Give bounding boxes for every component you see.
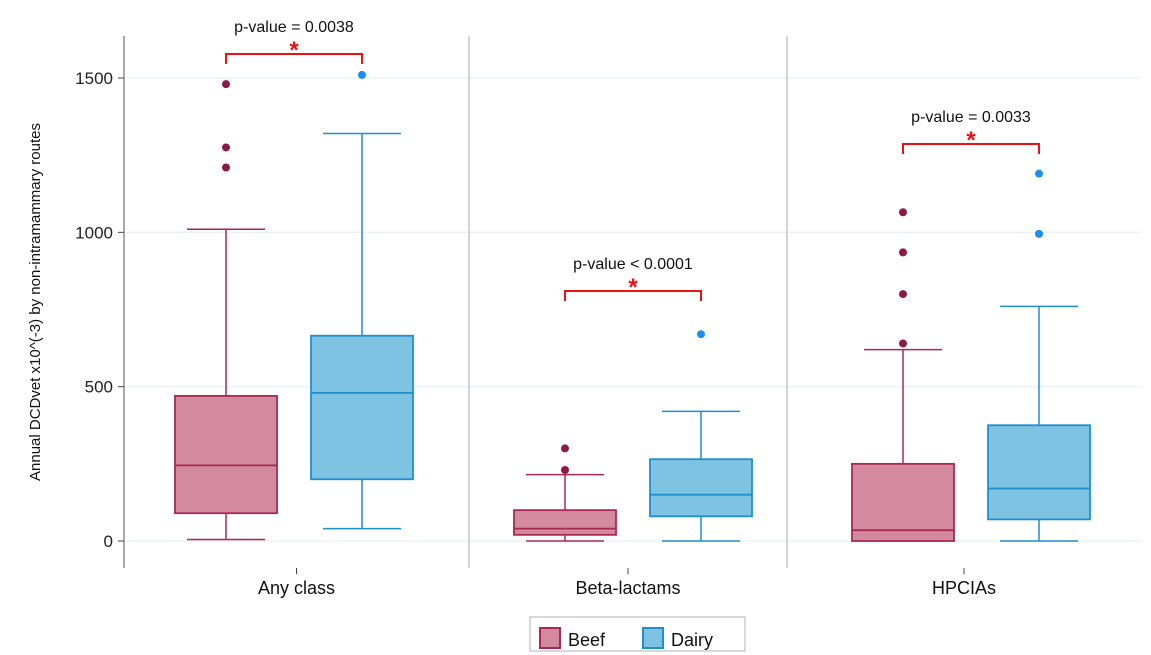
outlier-point-dairy xyxy=(1035,169,1043,178)
p-value-label: p-value = 0.0038 xyxy=(234,19,354,36)
outlier-point-dairy xyxy=(1035,229,1043,238)
y-tick-label: 0 xyxy=(104,532,113,551)
significance-bracket xyxy=(225,53,363,64)
outlier-point-beef xyxy=(222,80,230,89)
p-value-label: p-value = 0.0033 xyxy=(911,109,1031,126)
outlier-point-beef xyxy=(561,444,569,453)
outlier-point-beef xyxy=(899,339,907,348)
legend-frame xyxy=(529,616,746,652)
gridlines xyxy=(124,77,1141,542)
panel-separators xyxy=(468,36,788,568)
outlier-point-beef xyxy=(899,290,907,299)
y-axis: 0 500 1000 1500 xyxy=(75,36,125,568)
y-tick-label: 500 xyxy=(85,378,113,397)
p-value-label: p-value < 0.0001 xyxy=(573,256,693,273)
box-dairy xyxy=(987,169,1091,542)
significance-annotations: *p-value = 0.0038*p-value < 0.0001*p-val… xyxy=(225,19,1040,301)
legend-label-dairy: Dairy xyxy=(671,630,713,650)
y-tick-label: 1500 xyxy=(75,69,113,88)
y-tick-label: 1000 xyxy=(75,223,113,242)
outlier-point-beef xyxy=(222,163,230,172)
x-tick-label: Beta-lactams xyxy=(575,578,680,598)
legend-label-beef: Beef xyxy=(568,630,606,650)
box-iqr-dairy xyxy=(649,458,753,518)
outlier-point-beef xyxy=(899,208,907,217)
x-tick-label: HPCIAs xyxy=(932,578,996,598)
box-dairy xyxy=(310,70,414,530)
box-beef xyxy=(513,444,617,542)
box-plots xyxy=(174,70,1091,542)
box-iqr-dairy xyxy=(987,424,1091,521)
box-iqr-dairy xyxy=(310,334,414,481)
box-beef xyxy=(851,208,955,542)
box-iqr-beef xyxy=(174,395,278,515)
significance-bracket xyxy=(902,143,1040,154)
box-dairy xyxy=(649,330,753,542)
outlier-point-dairy xyxy=(697,330,705,339)
significance-star: * xyxy=(289,37,299,64)
outlier-point-beef xyxy=(561,466,569,475)
significance-star: * xyxy=(966,127,976,154)
outlier-point-beef xyxy=(222,143,230,152)
significance-bracket xyxy=(564,290,702,301)
x-tick-label: Any class xyxy=(258,578,335,598)
x-axis-labels: Any class Beta-lactams HPCIAs xyxy=(258,568,996,598)
box-iqr-beef xyxy=(851,462,955,542)
outlier-point-beef xyxy=(899,248,907,257)
legend-swatch-dairy xyxy=(642,627,664,649)
outlier-point-dairy xyxy=(358,70,366,79)
significance-star: * xyxy=(628,274,638,301)
y-axis-label: Annual DCDvet x10^(-3) by non-intramamma… xyxy=(27,123,44,481)
box-beef xyxy=(174,80,278,541)
legend-swatch-beef xyxy=(539,627,561,649)
legend: Beef Dairy xyxy=(529,616,746,652)
box-iqr-beef xyxy=(513,509,617,536)
